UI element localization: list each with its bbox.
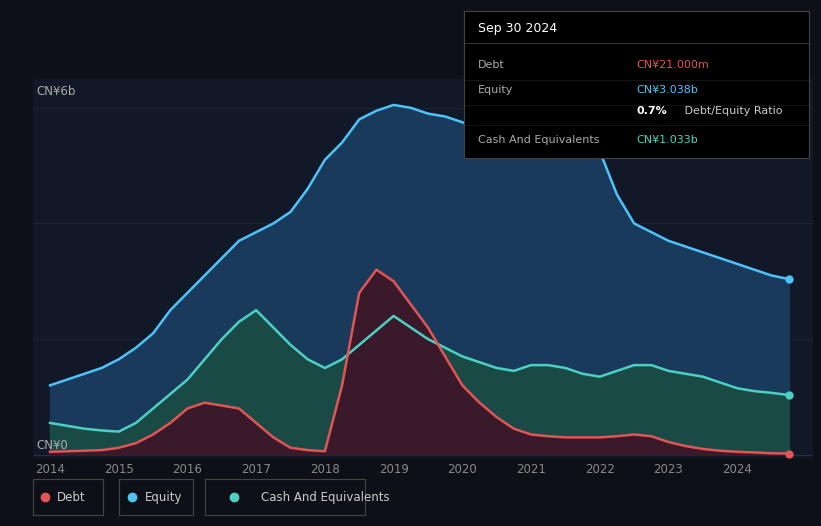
Text: Equity: Equity <box>478 85 513 95</box>
Text: Cash And Equivalents: Cash And Equivalents <box>261 491 390 503</box>
Text: Debt: Debt <box>478 60 504 70</box>
Text: Sep 30 2024: Sep 30 2024 <box>478 22 557 35</box>
Text: 0.7%: 0.7% <box>636 106 667 116</box>
Text: Debt/Equity Ratio: Debt/Equity Ratio <box>681 106 782 116</box>
Text: Cash And Equivalents: Cash And Equivalents <box>478 135 599 145</box>
Text: CN¥6b: CN¥6b <box>37 85 76 98</box>
Text: CN¥3.038b: CN¥3.038b <box>636 85 698 95</box>
Text: CN¥21.000m: CN¥21.000m <box>636 60 709 70</box>
Text: CN¥0: CN¥0 <box>37 439 68 452</box>
Text: Equity: Equity <box>144 491 182 503</box>
Text: CN¥1.033b: CN¥1.033b <box>636 135 698 145</box>
Text: Debt: Debt <box>57 491 86 503</box>
